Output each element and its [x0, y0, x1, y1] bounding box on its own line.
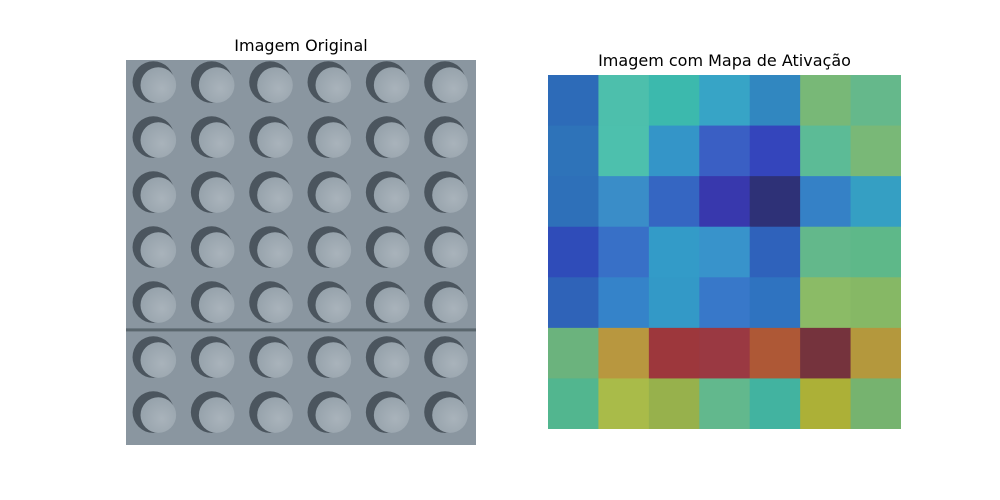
dome: [432, 287, 468, 323]
dome: [198, 122, 235, 158]
heatmap-cell: [850, 226, 901, 278]
heatmap-cell: [598, 176, 650, 228]
dome: [140, 232, 177, 268]
heatmap-cell: [548, 327, 600, 380]
heatmap-cell: [648, 176, 700, 228]
heatmap-cell: [749, 277, 801, 329]
heatmap-cell: [850, 176, 901, 228]
heatmap-cell: [800, 226, 852, 278]
dome: [257, 232, 293, 268]
dome: [373, 397, 410, 433]
dome: [257, 342, 293, 378]
heatmap-cell: [699, 176, 751, 228]
activation-map-title: Imagem com Mapa de Ativação: [598, 51, 851, 70]
heatmap-cell: [598, 75, 650, 127]
heatmap-cell: [648, 378, 700, 429]
dome: [432, 232, 468, 268]
heatmap-cell: [548, 378, 600, 429]
dome: [432, 67, 468, 103]
dome: [198, 342, 235, 378]
dome: [373, 342, 410, 378]
dome: [198, 232, 235, 268]
heatmap-cell: [699, 327, 751, 380]
heatmap-cell: [749, 226, 801, 278]
dome: [198, 177, 235, 213]
dome: [257, 67, 293, 103]
activation-map: [548, 75, 901, 429]
dome: [257, 397, 293, 433]
heatmap-cell: [648, 327, 700, 380]
dome: [257, 122, 293, 158]
heatmap-cell: [699, 226, 751, 278]
heatmap-cell: [648, 75, 700, 127]
heatmap-cell: [699, 378, 751, 429]
dome: [198, 397, 235, 433]
dome: [373, 67, 410, 103]
tile-background: [126, 60, 476, 445]
heatmap-cell: [800, 176, 852, 228]
dome: [315, 177, 352, 213]
heatmap-cell: [699, 75, 751, 127]
dome: [373, 122, 410, 158]
original-image: [126, 60, 476, 445]
heatmap-cell: [598, 378, 650, 429]
dome: [315, 342, 352, 378]
dome: [315, 287, 352, 323]
heatmap-cell: [800, 75, 852, 127]
heatmap-cell: [548, 176, 600, 228]
dome: [140, 67, 177, 103]
dome: [432, 342, 468, 378]
heatmap-cell: [548, 75, 600, 127]
heatmap-cell: [648, 226, 700, 278]
tile-seam: [126, 328, 476, 332]
heatmap-cell: [548, 226, 600, 278]
heatmap-cell: [850, 75, 901, 127]
dome: [373, 287, 410, 323]
dome: [140, 287, 177, 323]
heatmap-cell: [598, 125, 650, 177]
dome: [140, 122, 177, 158]
dome: [315, 232, 352, 268]
heatmap-cell: [850, 327, 901, 380]
heatmap-cell: [548, 125, 600, 177]
heatmap-cell: [800, 125, 852, 177]
heatmap-cell: [850, 125, 901, 177]
heatmap-cell: [749, 75, 801, 127]
heatmap-cell: [800, 327, 852, 380]
dome: [373, 232, 410, 268]
dome: [257, 177, 293, 213]
dome: [432, 397, 468, 433]
heatmap-cell: [850, 378, 901, 429]
dome: [140, 397, 177, 433]
heatmap-cell: [749, 176, 801, 228]
dome: [373, 177, 410, 213]
dome: [432, 177, 468, 213]
dome: [198, 287, 235, 323]
heatmap-cell: [598, 226, 650, 278]
heatmap-cell: [548, 277, 600, 329]
dome: [140, 342, 177, 378]
heatmap-cell: [850, 277, 901, 329]
heatmap-cell: [648, 277, 700, 329]
dome: [432, 122, 468, 158]
dome: [198, 67, 235, 103]
heatmap-cell: [749, 125, 801, 177]
heatmap-cell: [699, 277, 751, 329]
heatmap-cell: [800, 277, 852, 329]
heatmap-cell: [800, 378, 852, 429]
heatmap-cell: [598, 327, 650, 380]
dome: [257, 287, 293, 323]
original-image-title: Imagem Original: [234, 36, 368, 55]
dome: [315, 67, 352, 103]
dome: [315, 122, 352, 158]
heatmap-cell: [749, 327, 801, 380]
heatmap-cell: [749, 378, 801, 429]
dome: [315, 397, 352, 433]
dome: [140, 177, 177, 213]
heatmap-cell: [648, 125, 700, 177]
heatmap-cell: [699, 125, 751, 177]
heatmap-cell: [598, 277, 650, 329]
